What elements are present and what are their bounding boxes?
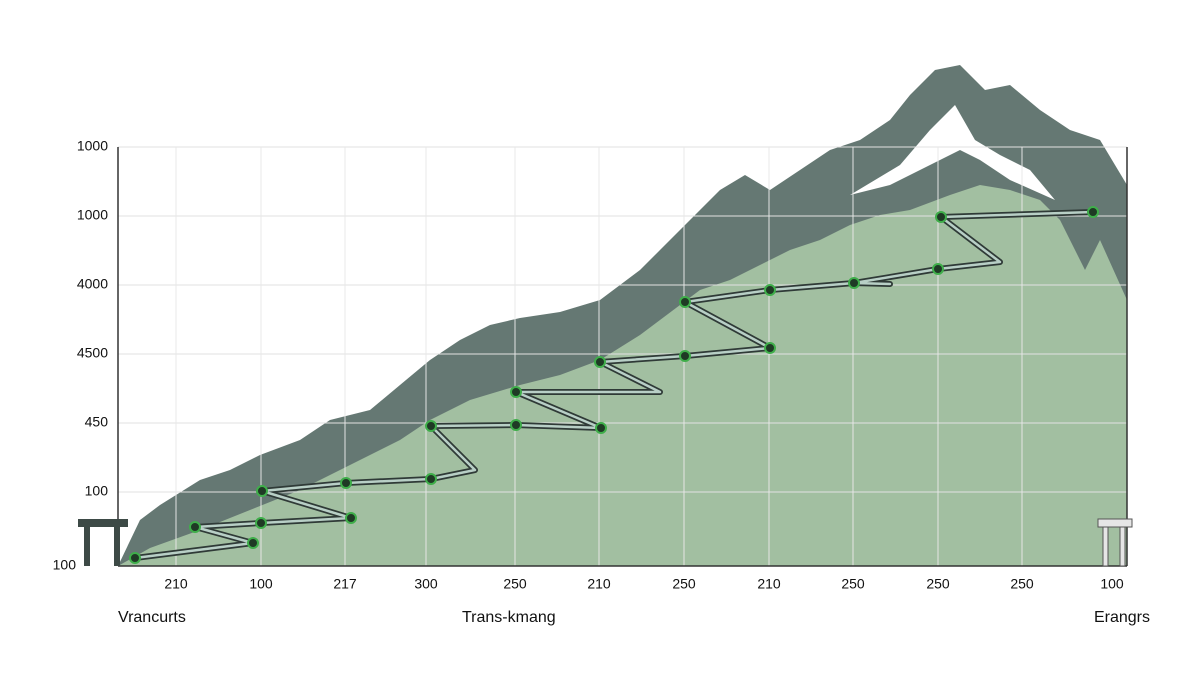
waypoint (595, 422, 607, 434)
waypoint (345, 512, 357, 524)
snow-cap (850, 105, 1055, 200)
x-axis-label: 100 (249, 576, 273, 592)
y-axis-label: 100 (85, 483, 109, 499)
waypoint (594, 356, 606, 368)
x-axis-label: 217 (333, 576, 357, 592)
waypoint (935, 211, 947, 223)
right-pillar (1097, 518, 1133, 567)
waypoint (848, 277, 860, 289)
x-axis-label: 300 (414, 576, 438, 592)
y-axis-label: 4000 (77, 276, 108, 292)
caption: Erangrs (1094, 609, 1150, 626)
caption: Trans-kmang (462, 609, 556, 626)
waypoint (129, 552, 141, 564)
y-axis-label: 1000 (77, 138, 108, 154)
y-axis-label: 4500 (77, 345, 108, 361)
waypoint (340, 477, 352, 489)
waypoint (425, 420, 437, 432)
left-pillar (78, 519, 128, 566)
waypoint (510, 386, 522, 398)
waypoint (679, 350, 691, 362)
waypoint (255, 517, 267, 529)
y-axis-label: 450 (85, 414, 109, 430)
x-axis-label: 250 (841, 576, 865, 592)
waypoint (932, 263, 944, 275)
waypoint (256, 485, 268, 497)
x-axis-label: 250 (926, 576, 950, 592)
x-axis-label: 210 (757, 576, 781, 592)
x-axis-label: 210 (164, 576, 188, 592)
x-axis-label: 100 (1100, 576, 1124, 592)
waypoint (1087, 206, 1099, 218)
x-axis-label: 250 (1010, 576, 1034, 592)
y-axis-label: 100 (53, 557, 77, 573)
x-axis-label: 250 (672, 576, 696, 592)
waypoint (425, 473, 437, 485)
trail (134, 210, 1094, 560)
caption: Vrancurts (118, 609, 186, 626)
waypoint (764, 342, 776, 354)
waypoint (679, 296, 691, 308)
waypoint (510, 419, 522, 431)
waypoint (247, 537, 259, 549)
waypoint (764, 284, 776, 296)
waypoints (129, 206, 1099, 564)
x-axis-label: 210 (587, 576, 611, 592)
y-axis-label: 1000 (77, 207, 108, 223)
x-axis-label: 250 (503, 576, 527, 592)
waypoint (189, 521, 201, 533)
